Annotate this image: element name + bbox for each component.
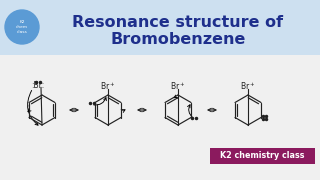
Text: :Br:: :Br: <box>31 82 44 91</box>
Circle shape <box>5 10 39 44</box>
Text: Bromobenzene: Bromobenzene <box>110 32 246 47</box>
Bar <box>0 0 320 55</box>
Text: Br$^+$: Br$^+$ <box>100 80 116 92</box>
Text: Resonance structure of: Resonance structure of <box>72 15 284 30</box>
Text: Br$^+$: Br$^+$ <box>240 80 256 92</box>
Bar <box>210 148 315 164</box>
Text: K2
chem
class: K2 chem class <box>16 20 28 34</box>
Text: Br$^+$: Br$^+$ <box>170 80 186 92</box>
Text: K2 chemistry class: K2 chemistry class <box>220 152 305 161</box>
